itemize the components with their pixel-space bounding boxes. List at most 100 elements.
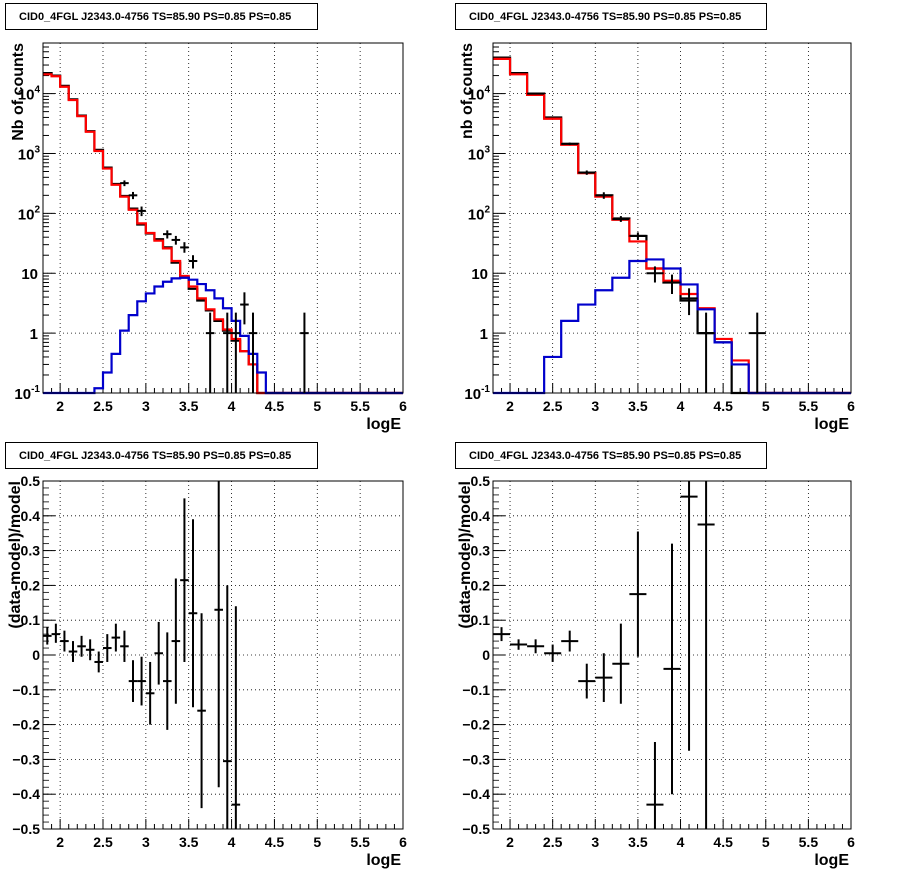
histogram-line-2 bbox=[493, 57, 851, 395]
x-tick-label: 3 bbox=[142, 398, 150, 414]
x-tick-label: 6 bbox=[399, 834, 407, 850]
data-point bbox=[188, 255, 198, 269]
data-point bbox=[60, 630, 69, 652]
y-tick-exponent: 2 bbox=[484, 204, 490, 215]
x-tick-label: 3 bbox=[142, 834, 150, 850]
data-point bbox=[128, 191, 138, 200]
y-tick-label: 0.3 bbox=[471, 543, 491, 559]
data-point bbox=[120, 630, 129, 662]
x-tick-label: 4.5 bbox=[713, 398, 733, 414]
x-tick-label: 2.5 bbox=[543, 398, 563, 414]
x-tick-label: 2 bbox=[506, 398, 514, 414]
data-point bbox=[180, 242, 189, 253]
y-tick-base: 10 bbox=[18, 146, 35, 163]
chart-title-3: CID0_4FGL J2343.0-4756 TS=85.90 PS=0.85 … bbox=[5, 442, 318, 469]
x-tick-label: 5.5 bbox=[350, 834, 370, 850]
data-point bbox=[188, 519, 198, 708]
data-point bbox=[510, 639, 528, 650]
y-tick-label: 0.5 bbox=[471, 473, 491, 489]
data-point bbox=[137, 206, 146, 217]
y-tick-exponent: -1 bbox=[481, 384, 490, 395]
data-point bbox=[163, 230, 172, 239]
data-point bbox=[68, 641, 78, 662]
chart-panel-1: 2 2.5 3 3.5 4 4.5 5 5.5 610-1110102103104logENb … bbox=[10, 42, 407, 433]
x-tick-label: 4 bbox=[677, 834, 685, 850]
y-tick-label: 103 bbox=[468, 144, 491, 163]
data-point bbox=[231, 312, 241, 393]
x-tick-label: 6 bbox=[399, 398, 407, 414]
chart-panel-3: 2 2.5 3 3.5 4 4.5 5 5.5 6 −0.5 −0.4 −0.3 −0.2 −0.1 0 0.… bbox=[7, 473, 407, 869]
data-point bbox=[120, 180, 129, 187]
y-tick-label: 1 bbox=[30, 326, 38, 343]
y-tick-base: 10 bbox=[18, 206, 35, 223]
x-tick-label: 5 bbox=[313, 398, 321, 414]
x-tick-label: 2.5 bbox=[93, 834, 113, 850]
x-tick-label: 5.5 bbox=[799, 834, 819, 850]
x-tick-label: 2 bbox=[56, 834, 64, 850]
data-point bbox=[561, 630, 579, 652]
data-point bbox=[629, 531, 647, 657]
data-point bbox=[171, 235, 181, 245]
y-tick-label: 0.2 bbox=[21, 577, 41, 593]
data-point bbox=[646, 742, 664, 829]
y-tick-label: 0.1 bbox=[471, 612, 491, 628]
x-axis-title: logE bbox=[814, 852, 849, 869]
data-point bbox=[154, 621, 163, 685]
data-point bbox=[85, 639, 95, 661]
histogram-line-2 bbox=[43, 73, 403, 395]
y-tick-exponent: 4 bbox=[34, 85, 40, 96]
y-tick-exponent: 4 bbox=[484, 85, 490, 96]
y-tick-base: 10 bbox=[468, 87, 485, 104]
y-tick-label: −0.2 bbox=[12, 717, 40, 733]
data-point bbox=[527, 639, 545, 654]
plot-frame bbox=[42, 480, 404, 830]
y-tick-label: 0.5 bbox=[21, 473, 41, 489]
data-point bbox=[748, 312, 766, 393]
chart-title-2: CID0_4FGL J2343.0-4756 TS=85.90 PS=0.85 … bbox=[455, 3, 767, 30]
x-tick-label: 2.5 bbox=[543, 834, 563, 850]
y-tick-base: 10 bbox=[468, 206, 485, 223]
data-point bbox=[223, 585, 232, 829]
x-tick-label: 6 bbox=[847, 398, 855, 414]
x-tick-label: 5 bbox=[762, 834, 770, 850]
data-point bbox=[163, 632, 172, 730]
y-axis-title: Nb of counts bbox=[10, 43, 27, 141]
x-tick-label: 3.5 bbox=[179, 398, 199, 414]
y-tick-label: 10-1 bbox=[14, 384, 40, 403]
y-tick-base: 10 bbox=[14, 386, 31, 403]
data-point bbox=[595, 192, 613, 199]
y-tick-exponent: 3 bbox=[34, 144, 40, 155]
y-tick-label: −0.5 bbox=[12, 821, 40, 837]
data-point bbox=[680, 288, 698, 316]
y-tick-label: 0 bbox=[482, 647, 490, 663]
data-point bbox=[629, 232, 647, 240]
y-tick-label: 0 bbox=[32, 647, 40, 663]
x-tick-label: 5.5 bbox=[799, 398, 819, 414]
chart-title-1: CID0_4FGL J2343.0-4756 TS=85.90 PS=0.85 … bbox=[5, 3, 318, 30]
plot-frame bbox=[492, 42, 852, 394]
y-axis-title: (data-model)/model bbox=[7, 481, 24, 629]
x-axis-title: logE bbox=[366, 416, 401, 433]
data-point bbox=[697, 481, 715, 829]
chart-panel-4: 2 2.5 3 3.5 4 4.5 5 5.5 6 −0.5 −0.4 −0.3 −0.2 −0.1 0 0.… bbox=[457, 473, 855, 869]
data-point bbox=[171, 578, 181, 704]
data-point bbox=[111, 623, 121, 652]
histogram-line-3 bbox=[43, 276, 403, 395]
x-tick-label: 6 bbox=[847, 834, 855, 850]
y-tick-label: 102 bbox=[18, 204, 41, 223]
data-point bbox=[145, 661, 155, 725]
y-tick-base: 10 bbox=[468, 146, 485, 163]
y-tick-label: −0.1 bbox=[462, 682, 490, 698]
data-point bbox=[214, 481, 223, 788]
x-tick-label: 3.5 bbox=[628, 398, 648, 414]
data-point bbox=[300, 312, 309, 393]
data-point bbox=[240, 292, 249, 325]
plot-frame bbox=[492, 480, 852, 830]
data-point bbox=[137, 656, 146, 706]
histogram-line-1 bbox=[43, 71, 403, 395]
y-tick-label: 104 bbox=[18, 85, 41, 104]
data-point bbox=[77, 635, 86, 657]
y-tick-label: −0.3 bbox=[12, 751, 40, 767]
x-tick-label: 4.5 bbox=[265, 834, 285, 850]
